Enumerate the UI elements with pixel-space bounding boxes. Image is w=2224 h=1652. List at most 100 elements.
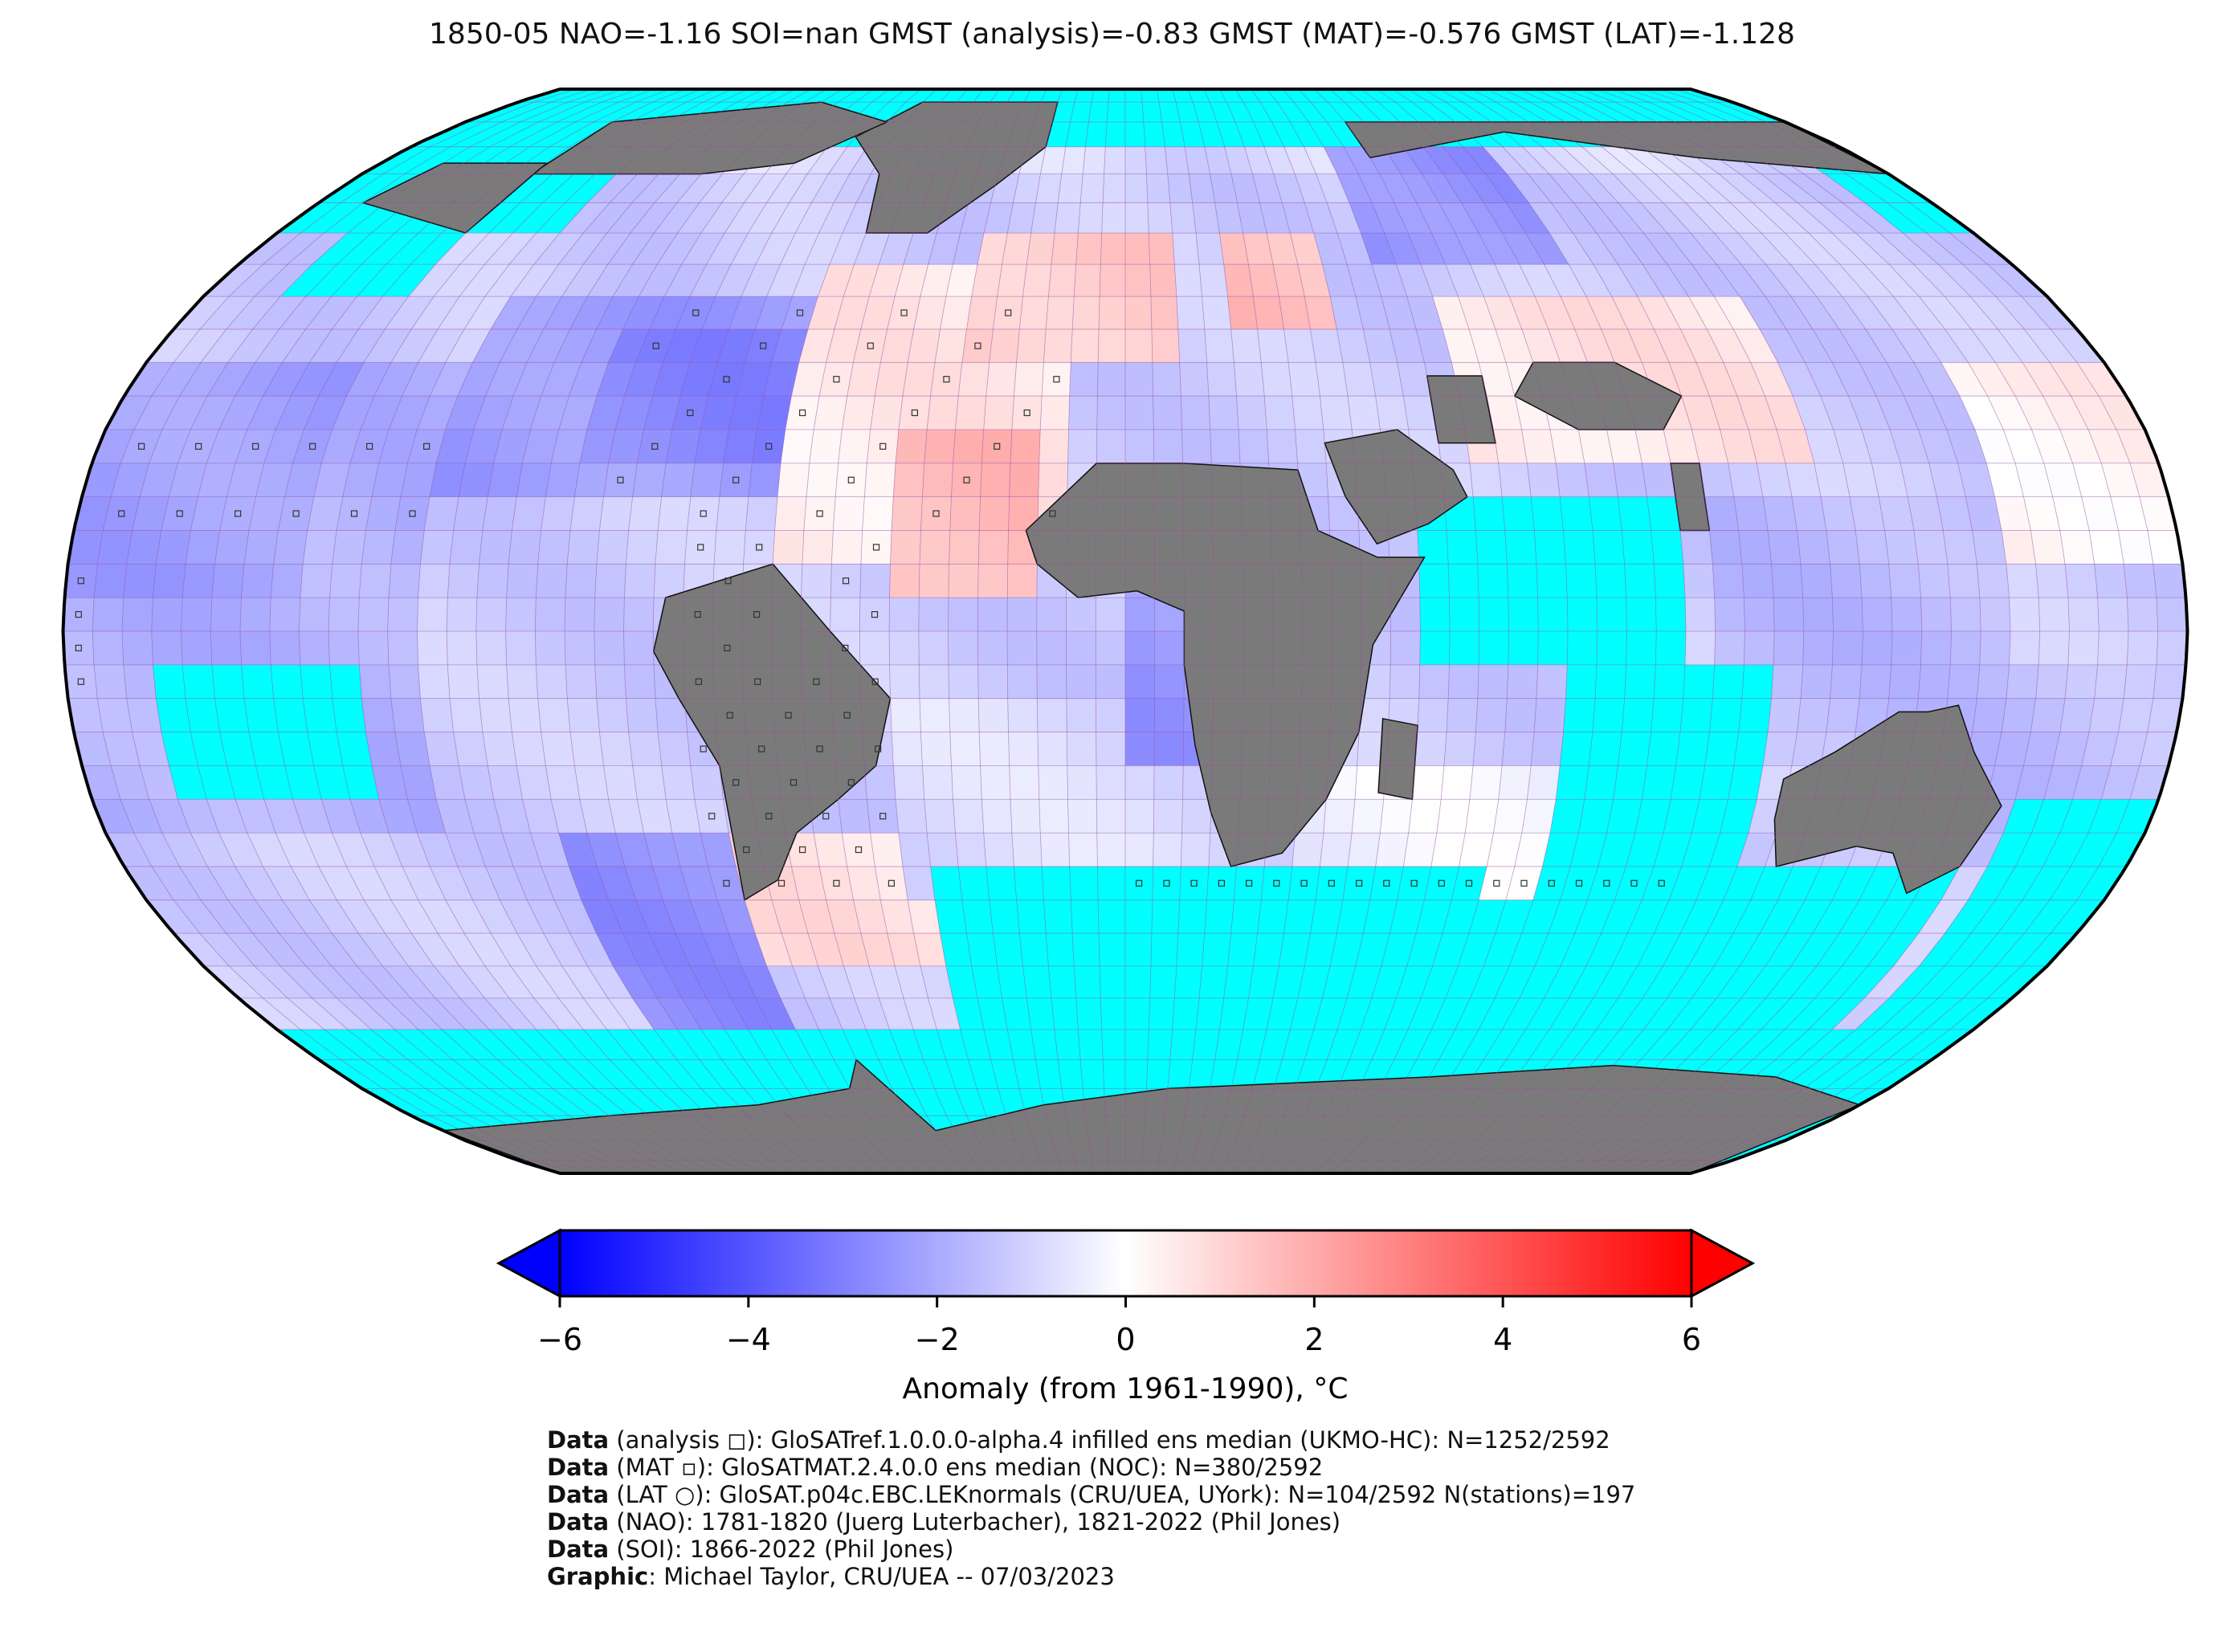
anomaly-cell [1337, 233, 1372, 265]
anomaly-cell [536, 564, 568, 598]
observation-marker [1383, 879, 1390, 887]
anomaly-cell [1038, 463, 1068, 497]
anomaly-cell [361, 997, 418, 1030]
anomaly-cell [949, 732, 981, 766]
anomaly-cell [818, 202, 857, 234]
anomaly-cell [1288, 362, 1320, 397]
anomaly-cell [628, 732, 662, 766]
anomaly-cell [1959, 396, 2004, 430]
anomaly-cell [1709, 396, 1749, 430]
anomaly-cell [1416, 329, 1452, 363]
anomaly-cell [1154, 698, 1185, 732]
anomaly-cell [181, 598, 212, 631]
observation-marker [651, 443, 659, 450]
anomaly-cell [342, 463, 379, 497]
anomaly-cell [1257, 329, 1289, 363]
anomaly-cell [879, 997, 913, 1030]
credit-label: Data [547, 1508, 610, 1536]
anomaly-cell [949, 496, 981, 531]
anomaly-cell [1839, 264, 1894, 297]
observation-marker [700, 745, 707, 753]
observation-marker [1410, 879, 1418, 887]
anomaly-cell [721, 173, 765, 203]
anomaly-cell [596, 933, 639, 966]
anomaly-cell [922, 765, 953, 800]
anomaly-cell [374, 362, 418, 397]
anomaly-cell [554, 329, 597, 363]
observation-marker [77, 577, 84, 585]
anomaly-cell [1096, 598, 1125, 631]
anomaly-cell [2101, 765, 2140, 800]
anomaly-cell [1344, 146, 1380, 174]
anomaly-cell [637, 799, 672, 834]
anomaly-cell [1210, 173, 1238, 203]
anomaly-cell [918, 598, 949, 631]
anomaly-cell [2153, 564, 2186, 598]
anomaly-cell [453, 496, 488, 531]
anomaly-cell [862, 496, 894, 531]
anomaly-cell [1264, 396, 1296, 430]
anomaly-cell [1204, 146, 1231, 174]
anomaly-cell [1685, 202, 1738, 234]
anomaly-cell [438, 933, 485, 966]
anomaly-cell [736, 362, 772, 397]
anomaly-cell [1613, 463, 1647, 497]
anomaly-cell [867, 429, 899, 463]
anomaly-cell [1071, 329, 1100, 363]
anomaly-cell [321, 429, 361, 463]
anomaly-cell [1358, 173, 1394, 203]
anomaly-cell [699, 173, 744, 203]
anomaly-cell [211, 564, 244, 598]
anomaly-cell [1782, 173, 1843, 203]
anomaly-cell [1805, 362, 1849, 397]
anomaly-cell [814, 396, 847, 430]
anomaly-cell [1096, 664, 1125, 699]
anomaly-cell [1775, 202, 1833, 234]
anomaly-cell [1487, 833, 1522, 867]
anomaly-cell [182, 564, 215, 598]
anomaly-cell [1204, 329, 1234, 363]
anomaly-cell [1273, 173, 1305, 203]
anomaly-cell [1153, 765, 1184, 800]
anomaly-cell [1832, 362, 1876, 397]
anomaly-cell [679, 362, 718, 397]
anomaly-cell [2043, 463, 2082, 497]
anomaly-cell [173, 899, 226, 933]
anomaly-cell [1099, 296, 1125, 329]
anomaly-cell [279, 296, 332, 329]
anomaly-cell [305, 933, 357, 966]
anomaly-cell [1153, 799, 1183, 834]
anomaly-cell [859, 564, 891, 598]
anomaly-cell [482, 732, 517, 766]
anomaly-cell [657, 997, 701, 1030]
anomaly-cell [1918, 564, 1951, 598]
grid-lines [63, 89, 2188, 1173]
colorbar-gradient [558, 1229, 1693, 1298]
anomaly-cell [390, 698, 425, 732]
anomaly-cell [1030, 202, 1059, 234]
anomaly-cell [896, 429, 928, 463]
anomaly-cell [895, 264, 928, 297]
anomaly-cell [1736, 396, 1777, 430]
anomaly-cell [1422, 173, 1462, 203]
anomaly-cell [1761, 233, 1815, 265]
anomaly-cell [1914, 530, 1948, 565]
anomaly-cell [983, 833, 1014, 867]
anomaly-cell [928, 233, 961, 265]
anomaly-cell [328, 598, 360, 631]
anomaly-cell [219, 496, 256, 531]
anomaly-cell [1199, 264, 1228, 297]
anomaly-cell [199, 296, 255, 329]
anomaly-cell [1685, 631, 1716, 665]
anomaly-cell [1010, 429, 1041, 463]
anomaly-cell [1007, 202, 1036, 234]
anomaly-cell [1797, 698, 1830, 732]
observation-marker [695, 678, 703, 685]
anomaly-cell [789, 173, 829, 203]
anomaly-cell [1125, 698, 1155, 732]
anomaly-cell [1337, 173, 1372, 203]
anomaly-cell [1125, 429, 1154, 463]
anomaly-cell [445, 899, 491, 933]
anomaly-cell [632, 997, 678, 1030]
anomaly-cell [1765, 296, 1813, 329]
